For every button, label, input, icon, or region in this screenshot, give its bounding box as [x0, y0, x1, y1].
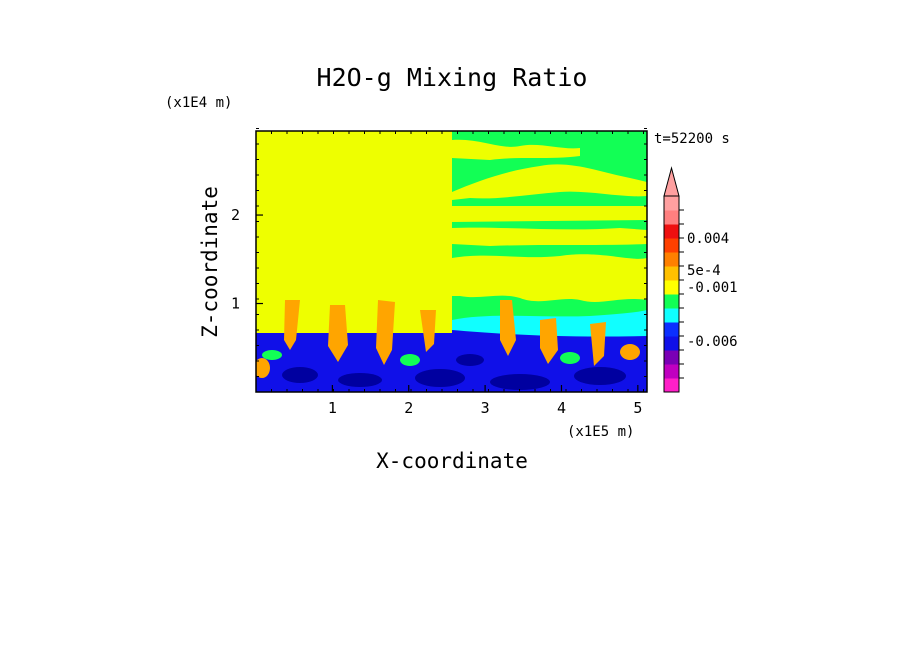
colorbar-label-neg-0.006: -0.006 [687, 334, 738, 350]
chart-title: H2O-g Mixing Ratio [317, 63, 588, 92]
x-tick-label: 1 [328, 399, 337, 417]
colorbar-swatch [664, 322, 679, 337]
colorbar-swatch [664, 210, 679, 225]
time-label: t=52200 s [654, 131, 730, 147]
yellow-band [452, 227, 647, 246]
x-tick-label: 3 [481, 399, 490, 417]
y-tick-label: 1 [231, 295, 240, 313]
colorbar-label-neg-0.001: -0.001 [687, 280, 738, 296]
colorbar-swatch [664, 294, 679, 309]
colorbar-swatch [664, 266, 679, 281]
colorbar [663, 166, 684, 393]
y-axis-label: Z-coordinate [198, 186, 222, 338]
x-tick-label: 5 [633, 399, 642, 417]
x-axis-ticks: 1 2 3 4 5 [255, 131, 644, 417]
colorbar-label-5e-4: 5e-4 [687, 263, 721, 279]
contour-field [256, 131, 647, 392]
colorbar-label-0.004: 0.004 [687, 231, 729, 247]
colorbar-swatch [664, 224, 679, 239]
colorbar-swatch [664, 196, 679, 211]
colorbar-tick-labels: 0.004 5e-4 -0.001 -0.006 [687, 231, 738, 350]
y-tick-label: 2 [231, 206, 240, 224]
colorbar-swatch [664, 252, 679, 267]
colorbar-swatch [664, 364, 679, 379]
colorbar-swatch [664, 238, 679, 253]
yellow-band [452, 206, 647, 222]
dark-patches [282, 354, 626, 390]
colorbar-swatch [664, 280, 679, 295]
x-tick-label: 4 [557, 399, 566, 417]
colorbar-swatch [664, 350, 679, 365]
plot-frame [255, 130, 648, 393]
yellow-band [452, 139, 580, 160]
y-axis-ticks: 12 [231, 128, 647, 393]
colorbar-swatch [664, 308, 679, 323]
colorbar-extension-arrow [663, 166, 680, 197]
x-unit-label: (x1E5 m) [567, 424, 634, 440]
yellow-band [452, 254, 647, 302]
orange-plumes [256, 300, 640, 378]
colorbar-swatch [664, 336, 679, 351]
yellow-band [452, 164, 647, 200]
y-unit-label: (x1E4 m) [165, 95, 232, 111]
colorbar-swatch [664, 378, 679, 393]
x-axis-label: X-coordinate [376, 449, 528, 473]
green-patches [262, 350, 580, 366]
x-tick-label: 2 [404, 399, 413, 417]
